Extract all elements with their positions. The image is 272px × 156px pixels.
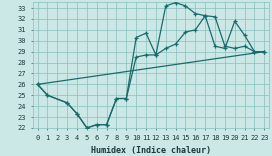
X-axis label: Humidex (Indice chaleur): Humidex (Indice chaleur) <box>91 146 211 155</box>
